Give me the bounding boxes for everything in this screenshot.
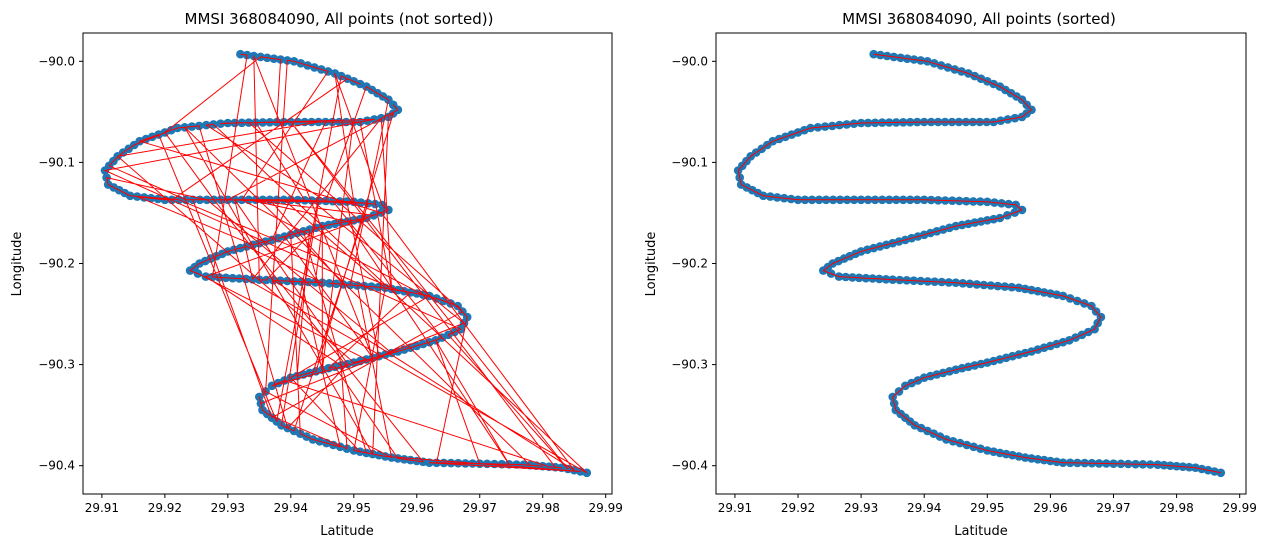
x-tick-label: 29.93 xyxy=(844,501,878,515)
plot-area xyxy=(733,49,1226,478)
y-tick-label: −90.1 xyxy=(38,155,75,169)
chart-title: MMSI 368084090, All points (sorted) xyxy=(842,10,1116,28)
x-axis-ticks: 29.91 29.92 29.93 29.94 29.95 29.96 29.97 29.98… xyxy=(718,494,1257,515)
x-tick-label: 29.96 xyxy=(1033,501,1067,515)
y-tick-label: −90.3 xyxy=(38,358,75,372)
plot-area xyxy=(100,49,592,478)
x-tick-label: 29.93 xyxy=(211,501,245,515)
x-axis-label: Latitude xyxy=(954,524,1008,539)
track-line xyxy=(737,53,1221,474)
y-tick-label: −90.2 xyxy=(38,257,75,271)
x-tick-label: 29.95 xyxy=(337,501,371,515)
y-axis-label: Longitude xyxy=(10,232,25,297)
x-axis-label: Latitude xyxy=(320,524,374,539)
x-tick-label: 29.94 xyxy=(907,501,941,515)
y-tick-label: −90.0 xyxy=(38,54,75,68)
chart-panel-sorted: MMSI 368084090, All points (sorted) 29.9… xyxy=(644,10,1257,539)
y-tick-label: −90.4 xyxy=(671,459,708,473)
y-tick-label: −90.1 xyxy=(671,155,708,169)
y-axis-label: Longitude xyxy=(644,232,659,297)
x-tick-label: 29.98 xyxy=(1159,501,1193,515)
y-axis-ticks: −90.0 −90.1 −90.2 −90.3 −90.4 xyxy=(671,54,716,473)
x-tick-label: 29.98 xyxy=(526,501,560,515)
x-tick-label: 29.92 xyxy=(148,501,182,515)
x-tick-label: 29.97 xyxy=(463,501,497,515)
y-tick-label: −90.3 xyxy=(671,358,708,372)
y-tick-label: −90.0 xyxy=(671,54,708,68)
y-axis-ticks: −90.0 −90.1 −90.2 −90.3 −90.4 xyxy=(38,54,83,473)
x-tick-label: 29.94 xyxy=(274,501,308,515)
x-axis-ticks: 29.91 29.92 29.93 29.94 29.95 29.96 29.97 29.98… xyxy=(85,494,623,515)
track-line xyxy=(104,53,588,474)
x-tick-label: 29.91 xyxy=(718,501,752,515)
x-tick-label: 29.99 xyxy=(589,501,623,515)
x-tick-label: 29.99 xyxy=(1223,501,1257,515)
x-tick-label: 29.97 xyxy=(1096,501,1130,515)
x-tick-label: 29.96 xyxy=(400,501,434,515)
y-tick-label: −90.2 xyxy=(671,257,708,271)
x-tick-label: 29.91 xyxy=(85,501,119,515)
y-tick-label: −90.4 xyxy=(38,459,75,473)
chart-title: MMSI 368084090, All points (not sorted)) xyxy=(185,10,494,28)
chart-panel-unsorted: MMSI 368084090, All points (not sorted))… xyxy=(10,10,623,539)
x-tick-label: 29.92 xyxy=(781,501,815,515)
x-tick-label: 29.95 xyxy=(970,501,1004,515)
axes-frame xyxy=(715,32,1247,495)
